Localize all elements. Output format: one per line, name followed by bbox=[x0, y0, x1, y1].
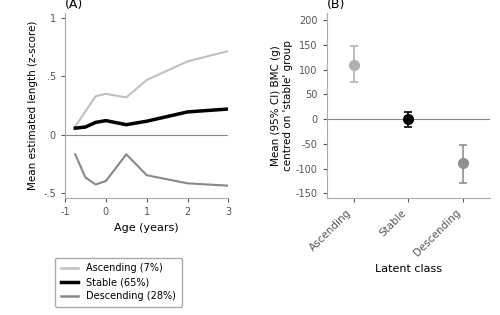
Text: (B): (B) bbox=[326, 0, 345, 11]
Text: (A): (A) bbox=[65, 0, 83, 11]
Legend: Ascending (7%), Stable (65%), Descending (28%): Ascending (7%), Stable (65%), Descending… bbox=[55, 258, 182, 307]
X-axis label: Age (years): Age (years) bbox=[114, 223, 179, 233]
Y-axis label: Mean (95% CI) BMC (g)
centred on 'stable' group: Mean (95% CI) BMC (g) centred on 'stable… bbox=[271, 40, 292, 171]
Y-axis label: Mean estimated length (z-score): Mean estimated length (z-score) bbox=[28, 21, 38, 190]
X-axis label: Latent class: Latent class bbox=[375, 264, 442, 274]
